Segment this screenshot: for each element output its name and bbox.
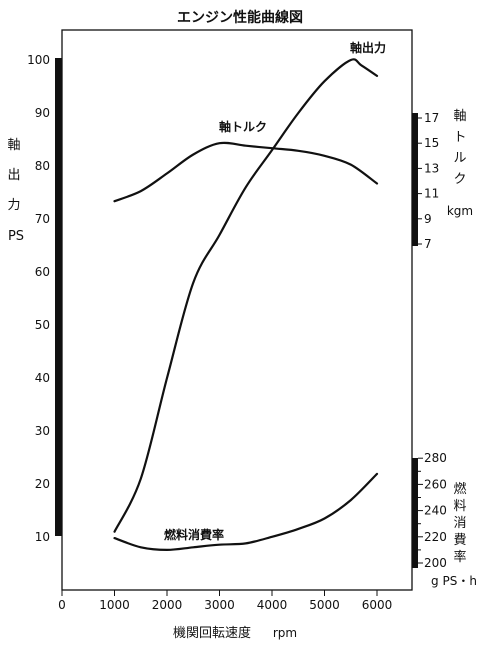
fuel-axis-tick-labels: 200 220 240 260 280 bbox=[418, 451, 447, 570]
fuel-axis-tick-label: 280 bbox=[424, 451, 447, 465]
power-axis-tick-label: 30 bbox=[35, 424, 50, 438]
power-curve bbox=[113, 58, 379, 533]
fuel-axis-tick-label: 260 bbox=[424, 477, 447, 491]
power-axis-tick-labels: 10 20 30 40 50 60 70 80 90 100 bbox=[27, 53, 50, 544]
plot-frame bbox=[61, 29, 413, 591]
x-axis-label: 機関回転速度 bbox=[173, 625, 251, 641]
torque-curve-label: 軸トルク bbox=[219, 119, 267, 134]
x-axis-unit: rpm bbox=[273, 626, 297, 640]
fuel-axis-tick-label: 220 bbox=[424, 530, 447, 544]
x-axis-tick-label: 3000 bbox=[204, 598, 235, 612]
torque-axis-tick-label: 17 bbox=[424, 111, 439, 125]
power-axis-tick-label: 50 bbox=[35, 318, 50, 332]
x-axis-tick-label: 5000 bbox=[309, 598, 340, 612]
x-axis-tick-label: 4000 bbox=[257, 598, 288, 612]
fuel-axis-label-char-1: 燃 bbox=[453, 481, 466, 497]
power-curve-label: 軸出力 bbox=[350, 40, 386, 55]
power-axis-bar bbox=[55, 58, 62, 536]
fuel-axis-label-char-5: 率 bbox=[453, 549, 466, 565]
torque-axis-tick-label: 15 bbox=[424, 136, 439, 150]
fuel-axis-label-char-3: 消 bbox=[453, 516, 466, 531]
fuel-axis-label-char-4: 費 bbox=[453, 533, 466, 548]
x-axis-tick-label: 2000 bbox=[152, 598, 183, 612]
x-axis-tick-label: 1000 bbox=[99, 598, 130, 612]
power-axis-label-char-2: 出 bbox=[7, 168, 20, 183]
power-axis-tick-label: 40 bbox=[35, 371, 50, 385]
torque-axis-tick-label: 9 bbox=[424, 212, 432, 226]
power-axis-tick-label: 100 bbox=[27, 53, 50, 67]
power-axis-tick-label: 70 bbox=[35, 212, 50, 226]
fuel-axis-unit: g PS・h bbox=[431, 574, 477, 588]
fuel-curve-label: 燃料消費率 bbox=[164, 527, 224, 542]
fuel-axis-tick-label: 240 bbox=[424, 504, 447, 518]
fuel-axis-bar bbox=[412, 458, 418, 568]
torque-axis-tick-labels: 7 9 11 13 15 17 bbox=[418, 111, 439, 251]
x-axis-tick-labels: 0 1000 2000 3000 4000 5000 6000 bbox=[58, 590, 392, 612]
fuel-consumption-curve bbox=[113, 472, 379, 551]
torque-axis-unit: kgm bbox=[447, 204, 473, 218]
torque-axis-label-char-2: ト bbox=[453, 130, 466, 145]
torque-axis-bar bbox=[412, 113, 418, 246]
fuel-axis-label-char-2: 料 bbox=[453, 499, 466, 514]
power-axis-label-char-3: 力 bbox=[7, 198, 20, 213]
torque-curve bbox=[113, 141, 379, 203]
power-axis-tick-label: 90 bbox=[35, 106, 50, 120]
chart-title: エンジン性能曲線図 bbox=[177, 9, 303, 26]
power-axis-tick-label: 20 bbox=[35, 477, 50, 491]
x-axis-tick-label: 6000 bbox=[362, 598, 393, 612]
power-axis-tick-label: 60 bbox=[35, 265, 50, 279]
power-axis-tick-label: 10 bbox=[35, 530, 50, 544]
power-axis-unit: PS bbox=[8, 229, 24, 244]
power-axis-tick-label: 80 bbox=[35, 159, 50, 173]
x-axis-tick-label: 0 bbox=[58, 598, 66, 612]
torque-axis-label-char-1: 軸 bbox=[453, 109, 466, 124]
power-axis-label-char-1: 軸 bbox=[7, 138, 20, 153]
torque-axis-tick-label: 11 bbox=[424, 187, 439, 201]
torque-axis-label-char-4: ク bbox=[453, 172, 466, 187]
torque-axis-tick-label: 13 bbox=[424, 161, 439, 175]
torque-axis-label-char-3: ル bbox=[453, 151, 466, 166]
torque-axis-tick-label: 7 bbox=[424, 237, 432, 251]
fuel-axis-tick-label: 200 bbox=[424, 556, 447, 570]
